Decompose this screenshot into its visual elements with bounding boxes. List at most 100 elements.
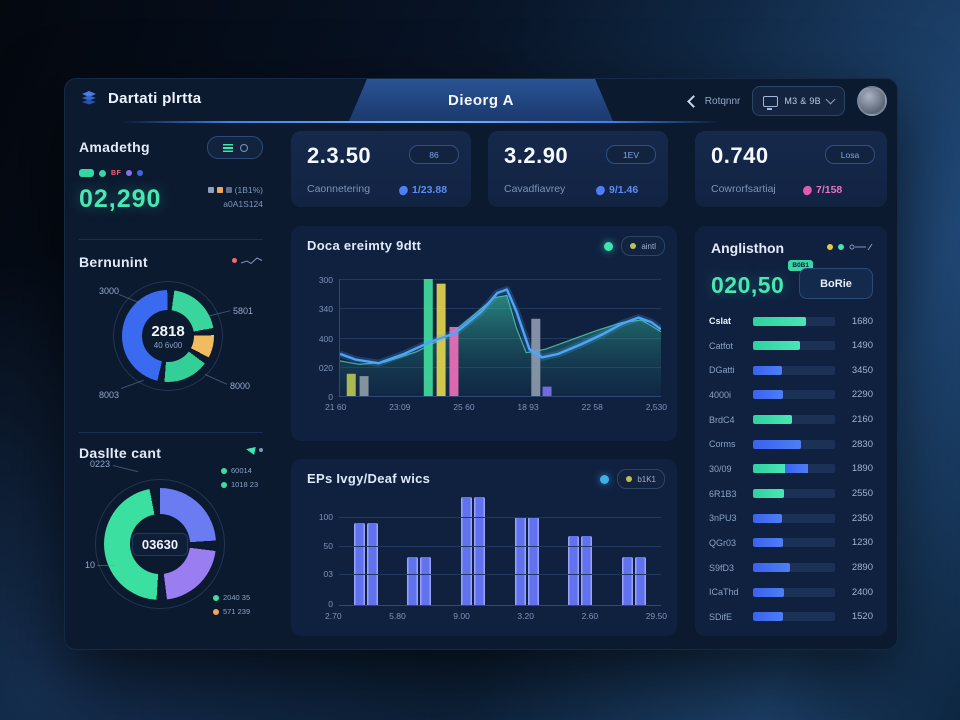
drop-icon — [594, 184, 607, 196]
header-underline — [121, 121, 721, 123]
bar-segment — [407, 557, 419, 605]
list-item[interactable]: BrdC4 2160 — [709, 409, 873, 431]
progress-fill — [753, 563, 790, 573]
sparkline-icon — [241, 257, 263, 265]
axis-tick-label: 3.20 — [517, 611, 534, 621]
list-item[interactable]: Corms 2830 — [709, 433, 873, 455]
list-item[interactable]: Cslat 1680 — [709, 310, 873, 332]
chevron-left-icon — [686, 94, 700, 108]
summary-toggle-pill[interactable] — [207, 136, 263, 159]
legend-pill-button[interactable]: aintl — [621, 236, 665, 256]
row-label: Corms — [709, 439, 736, 450]
legend-pill-button[interactable]: b1K1 — [617, 469, 665, 489]
row-label: S9fD3 — [709, 562, 735, 573]
legend-dot-teal — [221, 481, 227, 488]
legend-dot-teal — [213, 594, 219, 601]
activity-plot-area[interactable] — [339, 279, 661, 397]
axis-tick-label: 21 60 — [325, 402, 347, 412]
list-item[interactable]: S9fD3 2890 — [709, 557, 873, 579]
axis-tick-label: 22 58 — [581, 402, 603, 412]
kpi-card-1: 2.3.50 86 Caonnetering 1/23.88 — [291, 131, 471, 207]
donut2-title: Dasllte cant — [79, 445, 162, 461]
list-item[interactable]: 30/09 1890 — [709, 458, 873, 480]
list-item[interactable]: 3nPU3 2350 — [709, 507, 873, 529]
progress-track — [753, 538, 835, 548]
eps-chart-legend: b1K1 — [600, 469, 665, 489]
benefit-donut-chart: 2818 40 6v00 — [113, 281, 223, 391]
list-item[interactable]: DGatti 3450 — [709, 359, 873, 381]
list-item[interactable]: 6R1B3 2550 — [709, 483, 873, 505]
kpi-value: 2.3.50 — [307, 143, 372, 168]
legend-pill-label: aintl — [641, 241, 656, 251]
ranking-header-icons — [827, 243, 873, 251]
user-avatar[interactable] — [857, 86, 887, 116]
list-item[interactable]: ICaThd 2400 — [709, 581, 873, 603]
kpi-badge[interactable]: Losa — [825, 145, 875, 164]
bar — [514, 517, 539, 605]
bar-segment — [514, 517, 526, 605]
donut1-header-icon — [232, 256, 263, 265]
progress-fill — [753, 365, 782, 375]
list-item[interactable]: SDifE 1520 — [709, 606, 873, 628]
list-item[interactable]: Catfot 1490 — [709, 335, 873, 357]
bar — [407, 557, 432, 605]
axis-tick-label: 2,530 — [645, 402, 667, 412]
eps-plot-area[interactable] — [339, 495, 661, 606]
axis-tick-label: 18 93 — [517, 402, 539, 412]
row-label: 4000i — [709, 389, 732, 400]
list-item[interactable]: QGr03 1230 — [709, 532, 873, 554]
axis-tick-label: 2.70 — [325, 611, 342, 621]
center-title-tab[interactable]: Dieorg A — [349, 79, 613, 121]
progress-fill — [753, 489, 785, 499]
row-value: 2890 — [851, 562, 873, 574]
layers-icon — [82, 91, 96, 105]
row-label: Catfot — [709, 340, 734, 351]
kpi-badge[interactable]: 86 — [409, 145, 459, 164]
row-label: BrdC4 — [709, 414, 735, 425]
trend-icon — [849, 243, 873, 251]
donut2-legend-item: 1018 23 — [221, 480, 258, 489]
bar — [568, 536, 593, 605]
progress-track — [753, 439, 835, 449]
display-select-button[interactable]: M3 & 9B — [752, 86, 845, 116]
gridline — [339, 545, 661, 547]
donut1-label-r: 5801 — [233, 306, 254, 316]
page-title: Dieorg A — [448, 91, 514, 109]
back-button[interactable]: Rotqnnr — [686, 94, 740, 108]
gridline — [340, 279, 661, 280]
legend-dot-blue — [137, 170, 144, 176]
gridline — [339, 517, 661, 519]
gridline — [339, 574, 661, 576]
progress-fill — [753, 439, 801, 449]
activity-y-axis: 300 340 400 020 0 — [299, 275, 333, 402]
row-value: 1490 — [851, 340, 873, 352]
donut1-center-value: 2818 — [151, 322, 185, 340]
donut-outline — [95, 479, 225, 609]
bar-segment — [527, 517, 539, 605]
display-label: M3 & 9B — [784, 96, 821, 106]
progress-track — [753, 513, 835, 523]
ranking-button[interactable]: BoRie — [799, 268, 873, 299]
app-logo[interactable]: Dartati plrtta — [79, 88, 201, 108]
legend-dot-olive — [626, 476, 633, 482]
legend-dot-olive — [630, 243, 637, 249]
ranking-title: Anglisthon — [711, 240, 785, 256]
progress-fill — [753, 587, 785, 597]
summary-legend: BF — [79, 169, 144, 177]
legend-pill-label: b1K1 — [637, 474, 656, 484]
list-item[interactable]: 4000i 2290 — [709, 384, 873, 406]
donut2-label-bl: 10 — [85, 560, 96, 570]
row-value: 2290 — [851, 389, 873, 401]
progress-fill — [753, 316, 807, 326]
row-value: 2350 — [851, 512, 873, 524]
kpi-card-2: 3.2.90 1EV Cavadfiavrey 9/1.46 — [488, 131, 668, 207]
kpi-card-3: 0.740 Losa Cowrorfsartiaj 7/158 — [695, 131, 887, 207]
dasllte-donut-chart: 03630 — [95, 479, 225, 609]
kpi-badge[interactable]: 1EV — [606, 145, 656, 164]
header: Dartati plrtta Dieorg A Rotqnnr M3 & 9B — [65, 79, 897, 123]
progress-fill — [753, 612, 783, 622]
legend-dot-teal — [604, 241, 614, 251]
donut1-label-br: 8000 — [230, 381, 251, 391]
bar-segment — [474, 497, 486, 605]
donut1-title: Bernunint — [79, 254, 148, 270]
